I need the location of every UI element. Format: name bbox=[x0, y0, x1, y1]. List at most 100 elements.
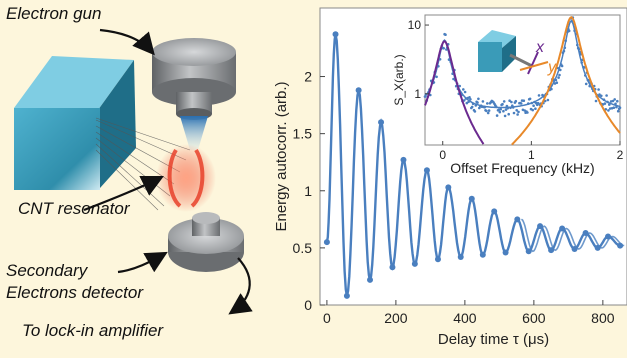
y-tick-label-2: 1 bbox=[304, 183, 312, 199]
inset-scatter-point-23 bbox=[444, 33, 447, 36]
trough-point-1 bbox=[343, 292, 350, 299]
schematic-panel: Electron gun CNT resonator Secondary Ele… bbox=[0, 0, 270, 353]
y-axis-label: Energy autocorr. (arb.) bbox=[273, 81, 290, 231]
inset-scatter-point-71 bbox=[486, 111, 490, 115]
inset-scatter-point-122 bbox=[532, 104, 535, 107]
inset-scatter-point-91 bbox=[504, 108, 508, 111]
schematic-illustration bbox=[14, 28, 253, 315]
peak-point-12 bbox=[605, 233, 612, 240]
inset-scatter-point-94 bbox=[507, 112, 510, 116]
inset-scatter-point-88 bbox=[502, 109, 505, 113]
inset-scatter-point-204 bbox=[605, 94, 608, 97]
peak-point-3 bbox=[400, 156, 407, 163]
inset-scatter-point-65 bbox=[481, 100, 485, 103]
trough-point-12 bbox=[594, 244, 601, 251]
inset-scatter-point-95 bbox=[508, 99, 511, 102]
inset-scatter-point-111 bbox=[522, 99, 526, 102]
inset-scatter-point-217 bbox=[616, 109, 620, 113]
peak-point-1 bbox=[355, 87, 362, 94]
x-tick-label-2: 400 bbox=[453, 310, 477, 326]
inset-scatter-point-118 bbox=[528, 97, 532, 101]
inset-scatter-point-72 bbox=[487, 109, 491, 112]
inset-scatter-point-90 bbox=[503, 114, 507, 118]
inset-x-axis-arrow bbox=[527, 51, 539, 75]
inset-scatter-point-81 bbox=[495, 114, 499, 117]
inset-scatter-point-127 bbox=[536, 101, 540, 105]
inset-scatter-point-195 bbox=[597, 88, 600, 91]
inset-scatter-point-202 bbox=[603, 102, 607, 105]
inset-scatter-point-53 bbox=[470, 105, 474, 109]
inset-scatter-point-128 bbox=[537, 94, 541, 97]
peak-point-9 bbox=[537, 223, 544, 230]
x-tick-label-4: 800 bbox=[591, 310, 615, 326]
trough-point-0 bbox=[323, 239, 330, 246]
inset-scatter-point-104 bbox=[516, 113, 519, 116]
inset-scatter-point-206 bbox=[607, 109, 610, 112]
electron-gun bbox=[152, 38, 236, 120]
inset-scatter-point-115 bbox=[526, 111, 529, 114]
inset-x-tick-label-0: 0 bbox=[439, 148, 446, 162]
inset-y-tick-label-0: 1 bbox=[414, 87, 421, 101]
trough-point-6 bbox=[457, 254, 464, 261]
cnt-resonator-glow bbox=[156, 144, 216, 212]
inset-x-tick-label-2: 2 bbox=[617, 148, 624, 162]
inset-scatter-point-121 bbox=[531, 108, 534, 112]
trough-point-3 bbox=[389, 264, 396, 271]
x-tick-label-0: 0 bbox=[323, 310, 331, 326]
inset-x-tick-label-1: 1 bbox=[528, 148, 535, 162]
inset-y-axis-arrow bbox=[519, 61, 549, 71]
trough-point-5 bbox=[434, 256, 441, 263]
trough-point-9 bbox=[525, 248, 532, 255]
inset-scatter-point-97 bbox=[510, 100, 513, 104]
y-tick-label-4: 2 bbox=[304, 69, 312, 85]
inset-scatter-point-70 bbox=[486, 102, 489, 105]
x-tick-label-1: 200 bbox=[384, 310, 408, 326]
inset-scatter-point-102 bbox=[514, 99, 518, 103]
inset-scatter-point-100 bbox=[512, 111, 516, 115]
inset-scatter-point-103 bbox=[515, 109, 518, 112]
autocorr-fit-line-secondary bbox=[520, 218, 625, 253]
inset-scatter-point-56 bbox=[473, 110, 477, 113]
inset-scatter-point-50 bbox=[468, 96, 471, 99]
inset-scatter-point-138 bbox=[546, 98, 550, 102]
inset-scatter-point-216 bbox=[616, 99, 619, 103]
inset-scatter-point-13 bbox=[435, 75, 438, 79]
cnt-resonator-label: CNT resonator bbox=[18, 199, 130, 218]
electron-gun-label: Electron gun bbox=[6, 4, 102, 23]
inset-scatter-point-181 bbox=[584, 82, 588, 86]
peak-point-0 bbox=[332, 31, 339, 38]
x-tick-label-3: 600 bbox=[522, 310, 546, 326]
trough-point-11 bbox=[571, 246, 578, 253]
peak-point-10 bbox=[559, 225, 566, 232]
inset-scatter-point-198 bbox=[600, 94, 603, 98]
inset-y-mode-line bbox=[511, 16, 621, 146]
peak-point-8 bbox=[514, 216, 521, 223]
inset-scatter-point-21 bbox=[442, 47, 445, 50]
inset-y-tick-label-1: 10 bbox=[408, 18, 422, 32]
trough-point-4 bbox=[411, 260, 418, 267]
inset-scatter-point-69 bbox=[485, 109, 488, 113]
inset-scatter-point-85 bbox=[499, 107, 502, 111]
y-tick-label-3: 1.5 bbox=[293, 126, 313, 142]
inset-scatter-point-89 bbox=[502, 100, 506, 103]
inset-scatter-point-212 bbox=[612, 106, 616, 109]
detector-label-line1: Secondary bbox=[6, 261, 88, 280]
peak-point-5 bbox=[445, 184, 452, 191]
inset-scatter-point-192 bbox=[594, 99, 598, 103]
inset-x-axis-legend: x bbox=[535, 39, 545, 56]
trough-point-2 bbox=[367, 276, 374, 283]
inset-y-axis-legend: y bbox=[547, 59, 557, 76]
chart-panel: 0 200 400 600 800 0 0.5 1 1.5 2 Delay time τ (μs)… bbox=[270, 0, 627, 353]
inset-scatter-point-87 bbox=[501, 102, 504, 106]
trough-point-7 bbox=[479, 251, 486, 258]
inset-scatter-point-148 bbox=[555, 81, 559, 84]
lockin-amplifier-label: To lock-in amplifier bbox=[22, 321, 164, 340]
inset-scatter-point-108 bbox=[519, 102, 523, 105]
trough-point-13 bbox=[617, 242, 624, 249]
peak-point-11 bbox=[582, 230, 589, 237]
inset-scatter-point-47 bbox=[465, 101, 469, 105]
inset-scatter-point-45 bbox=[463, 90, 467, 94]
trough-point-8 bbox=[502, 249, 509, 256]
substrate-block bbox=[14, 56, 136, 190]
